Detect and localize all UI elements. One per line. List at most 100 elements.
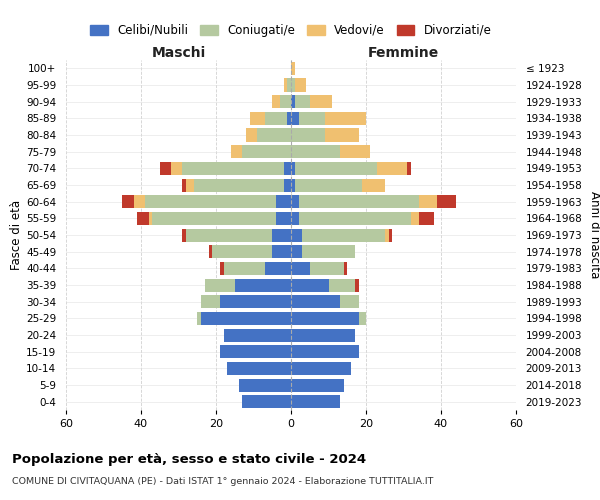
Bar <box>235 278 291 291</box>
Bar <box>299 195 419 208</box>
Bar <box>419 212 433 225</box>
Bar <box>186 228 272 241</box>
Text: COMUNE DI CIVITAQUANA (PE) - Dati ISTAT 1° gennaio 2024 - Elaborazione TUTTITALI: COMUNE DI CIVITAQUANA (PE) - Dati ISTAT … <box>12 478 433 486</box>
Bar <box>295 95 310 108</box>
Text: Popolazione per età, sesso e stato civile - 2024: Popolazione per età, sesso e stato civil… <box>12 452 366 466</box>
Bar <box>193 178 284 192</box>
Bar <box>291 295 340 308</box>
Bar <box>389 228 392 241</box>
Bar <box>220 295 291 308</box>
Bar <box>287 112 291 125</box>
Bar <box>411 212 419 225</box>
Bar <box>302 245 355 258</box>
Bar <box>284 78 287 92</box>
Bar <box>242 395 291 408</box>
Bar <box>122 195 133 208</box>
Bar <box>295 162 377 175</box>
Bar <box>299 112 325 125</box>
Bar <box>359 312 366 325</box>
Bar <box>220 345 291 358</box>
Bar <box>295 178 362 192</box>
Bar <box>137 212 149 225</box>
Bar <box>302 228 385 241</box>
Bar <box>291 62 295 75</box>
Bar <box>250 112 265 125</box>
Bar <box>325 128 359 141</box>
Bar <box>145 195 276 208</box>
Bar <box>310 262 343 275</box>
Bar <box>329 278 355 291</box>
Bar <box>343 262 347 275</box>
Bar <box>287 78 291 92</box>
Bar <box>299 212 411 225</box>
Bar <box>291 328 355 342</box>
Bar <box>291 245 302 258</box>
Bar <box>291 362 351 375</box>
Bar <box>265 262 291 275</box>
Bar <box>377 162 407 175</box>
Bar <box>212 245 272 258</box>
Bar <box>149 212 152 225</box>
Bar <box>201 312 291 325</box>
Bar <box>291 212 299 225</box>
Bar <box>223 328 291 342</box>
Bar <box>246 128 257 141</box>
Bar <box>284 162 291 175</box>
Bar <box>291 195 299 208</box>
Bar <box>437 195 456 208</box>
Bar <box>291 78 295 92</box>
Bar <box>355 278 359 291</box>
Bar <box>171 162 182 175</box>
Bar <box>182 162 284 175</box>
Bar <box>291 312 359 325</box>
Bar <box>257 128 291 141</box>
Bar <box>291 95 295 108</box>
Bar <box>362 178 385 192</box>
Bar <box>291 378 343 392</box>
Bar <box>291 228 302 241</box>
Bar <box>272 228 291 241</box>
Bar <box>291 112 299 125</box>
Bar <box>231 145 242 158</box>
Bar <box>284 178 291 192</box>
Bar <box>419 195 437 208</box>
Y-axis label: Fasce di età: Fasce di età <box>10 200 23 270</box>
Bar <box>197 312 201 325</box>
Bar <box>152 212 276 225</box>
Bar <box>280 95 291 108</box>
Bar <box>276 212 291 225</box>
Bar <box>291 395 340 408</box>
Bar <box>310 95 332 108</box>
Bar <box>223 262 265 275</box>
Bar <box>186 178 193 192</box>
Text: Femmine: Femmine <box>368 46 439 60</box>
Bar <box>227 362 291 375</box>
Bar <box>291 178 295 192</box>
Bar <box>407 162 411 175</box>
Bar <box>239 378 291 392</box>
Text: Maschi: Maschi <box>151 46 206 60</box>
Bar <box>295 78 306 92</box>
Bar <box>209 245 212 258</box>
Bar <box>265 112 287 125</box>
Bar <box>291 145 340 158</box>
Bar <box>242 145 291 158</box>
Bar <box>291 345 359 358</box>
Bar <box>291 128 325 141</box>
Bar <box>160 162 171 175</box>
Bar <box>276 195 291 208</box>
Y-axis label: Anni di nascita: Anni di nascita <box>588 192 600 278</box>
Bar <box>325 112 366 125</box>
Bar <box>291 278 329 291</box>
Legend: Celibi/Nubili, Coniugati/e, Vedovi/e, Divorziati/e: Celibi/Nubili, Coniugati/e, Vedovi/e, Di… <box>87 20 495 40</box>
Bar <box>385 228 389 241</box>
Bar <box>340 295 359 308</box>
Bar <box>205 278 235 291</box>
Bar <box>201 295 220 308</box>
Bar <box>182 228 186 241</box>
Bar <box>291 262 310 275</box>
Bar <box>220 262 223 275</box>
Bar <box>182 178 186 192</box>
Bar <box>133 195 145 208</box>
Bar <box>340 145 370 158</box>
